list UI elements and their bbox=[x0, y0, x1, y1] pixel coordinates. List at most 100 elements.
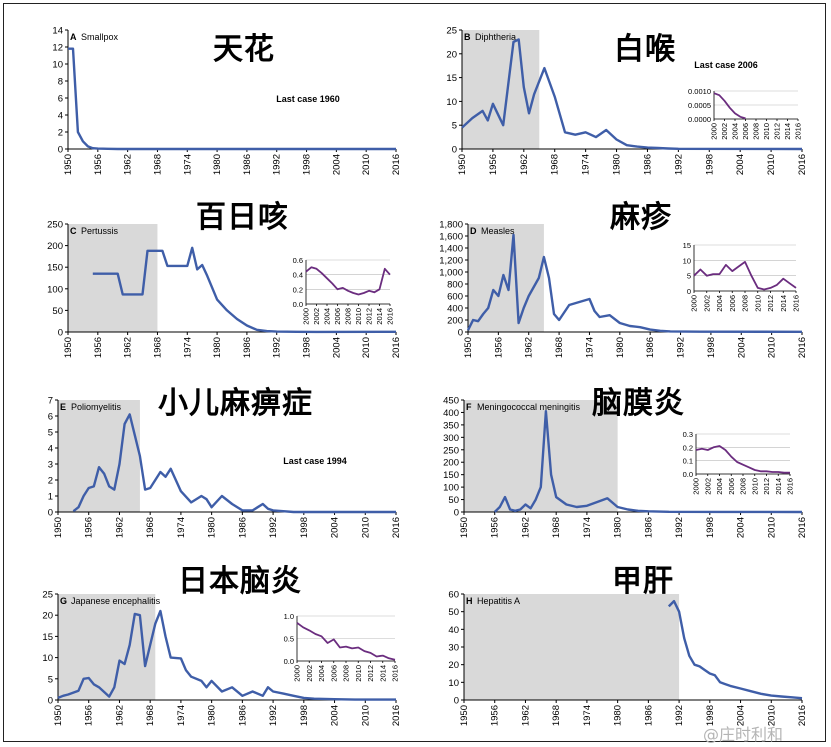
y-tick-label: 25 bbox=[446, 26, 457, 37]
y-tick-label: 50 bbox=[448, 607, 459, 618]
x-tick-label: 1974 bbox=[182, 337, 193, 358]
x-tick-label: 1974 bbox=[176, 705, 187, 726]
y-tick-label: 300 bbox=[443, 433, 459, 444]
x-tick-label: 1980 bbox=[212, 154, 223, 175]
inset-x-tick-label: 2004 bbox=[731, 123, 740, 140]
annotation-label: Last case 1960 bbox=[276, 94, 340, 104]
x-tick-label: 1986 bbox=[237, 705, 248, 726]
y-tick-label: 10 bbox=[446, 97, 457, 108]
inset-x-tick-label: 2006 bbox=[741, 123, 750, 140]
y-tick-label: 3 bbox=[48, 460, 53, 471]
x-tick-label: 1980 bbox=[207, 705, 218, 726]
x-tick-label: 2016 bbox=[391, 154, 402, 175]
panel-chinese-title: 白喉 bbox=[614, 32, 676, 67]
inset-chart: 0.0 0.2 0.4 0.6 2000 2002 2004 2006 2008 2010 2012… bbox=[293, 256, 395, 325]
inset-x-tick-label: 2002 bbox=[720, 123, 729, 140]
inset-x-tick-label: 2016 bbox=[786, 478, 795, 495]
inset-x-tick-label: 2004 bbox=[323, 308, 332, 325]
series-line bbox=[466, 233, 803, 334]
x-tick-label: 1974 bbox=[582, 517, 593, 538]
x-tick-label: 2004 bbox=[735, 154, 746, 175]
x-tick-label: 1992 bbox=[272, 154, 283, 175]
y-tick-label: 1 bbox=[48, 492, 53, 503]
inset-y-tick-label: 0.0 bbox=[293, 300, 303, 309]
inset-x-tick-label: 2006 bbox=[333, 308, 342, 325]
inset-x-tick-label: 2014 bbox=[375, 308, 384, 325]
y-tick-label: 1,000 bbox=[439, 268, 463, 279]
annotation-label: Last case 2006 bbox=[694, 60, 758, 70]
inset-x-tick-label: 2000 bbox=[690, 295, 699, 312]
shaded-region bbox=[58, 594, 156, 700]
annotation-label: Last case 1994 bbox=[283, 456, 347, 466]
inset-x-tick-label: 2000 bbox=[710, 123, 719, 140]
y-tick-label: 10 bbox=[52, 60, 63, 71]
inset-x-tick-label: 2004 bbox=[317, 665, 326, 682]
x-tick-label: 1998 bbox=[299, 517, 310, 538]
x-tick-label: 1950 bbox=[63, 337, 74, 358]
inset-x-tick-label: 2012 bbox=[766, 295, 775, 312]
x-tick-label: 2010 bbox=[360, 517, 371, 538]
x-tick-label: 2004 bbox=[736, 705, 747, 726]
inset-y-tick-label: 0.0 bbox=[683, 470, 693, 479]
x-tick-label: 1986 bbox=[645, 337, 656, 358]
x-tick-label: 1968 bbox=[550, 154, 561, 175]
inset-x-tick-label: 2010 bbox=[753, 295, 762, 312]
inset-x-tick-label: 2008 bbox=[741, 295, 750, 312]
inset-y-tick-label: 0 bbox=[687, 287, 691, 296]
panel-letter: A bbox=[70, 32, 77, 42]
x-tick-label: 1950 bbox=[459, 705, 470, 726]
shaded-region bbox=[462, 30, 540, 149]
y-tick-label: 30 bbox=[448, 643, 459, 654]
x-tick-label: 1956 bbox=[93, 337, 104, 358]
inset-x-tick-label: 2016 bbox=[391, 665, 400, 682]
x-tick-label: 1980 bbox=[615, 337, 626, 358]
y-tick-label: 0 bbox=[452, 145, 457, 156]
panel-letter: E bbox=[60, 402, 66, 412]
inset-x-tick-label: 2014 bbox=[774, 478, 783, 495]
inset-x-tick-label: 2006 bbox=[728, 295, 737, 312]
y-tick-label: 100 bbox=[47, 284, 63, 295]
y-tick-label: 400 bbox=[443, 408, 459, 419]
panel-letter: G bbox=[60, 596, 67, 606]
y-tick-label: 40 bbox=[448, 625, 459, 636]
inset-y-tick-label: 0.6 bbox=[293, 256, 303, 265]
inset-y-tick-label: 0.0 bbox=[284, 657, 294, 666]
y-tick-label: 14 bbox=[52, 26, 63, 37]
y-tick-label: 2 bbox=[58, 128, 63, 139]
inset-x-tick-label: 2002 bbox=[305, 665, 314, 682]
x-tick-label: 2010 bbox=[766, 517, 777, 538]
inset-series-line bbox=[713, 92, 746, 120]
x-tick-label: 1962 bbox=[520, 705, 531, 726]
x-tick-label: 1998 bbox=[302, 337, 313, 358]
x-tick-label: 1998 bbox=[704, 154, 715, 175]
x-tick-label: 2004 bbox=[736, 337, 747, 358]
y-tick-label: 15 bbox=[42, 632, 53, 643]
y-tick-label: 25 bbox=[42, 590, 53, 601]
x-tick-label: 2016 bbox=[391, 705, 402, 726]
x-tick-label: 1980 bbox=[612, 154, 623, 175]
x-tick-label: 1986 bbox=[242, 337, 253, 358]
y-tick-label: 5 bbox=[48, 674, 53, 685]
panel-chinese-title: 脑膜炎 bbox=[592, 386, 685, 421]
x-tick-label: 1992 bbox=[674, 705, 685, 726]
inset-x-tick-label: 2012 bbox=[773, 123, 782, 140]
inset-x-tick-label: 2012 bbox=[366, 665, 375, 682]
series-line bbox=[92, 246, 397, 334]
inset-x-tick-label: 2010 bbox=[354, 308, 363, 325]
y-tick-label: 50 bbox=[52, 306, 63, 317]
x-tick-label: 1962 bbox=[123, 337, 134, 358]
inset-x-tick-label: 2002 bbox=[312, 308, 321, 325]
shaded-region bbox=[468, 224, 544, 332]
chart-poliomyelitis: 0 1 2 3 4 5 6 7 1950 1956 1962 1968 1974 1980 1986 1992… bbox=[48, 396, 402, 539]
x-tick-label: 1980 bbox=[212, 337, 223, 358]
inset-x-tick-label: 2016 bbox=[386, 308, 395, 325]
x-tick-label: 1956 bbox=[84, 705, 95, 726]
inset-x-tick-label: 2008 bbox=[739, 478, 748, 495]
x-tick-label: 1986 bbox=[242, 154, 253, 175]
inset-y-tick-label: 1.0 bbox=[284, 612, 294, 621]
y-tick-label: 200 bbox=[443, 458, 459, 469]
y-tick-label: 250 bbox=[443, 445, 459, 456]
x-tick-label: 2016 bbox=[797, 705, 808, 726]
